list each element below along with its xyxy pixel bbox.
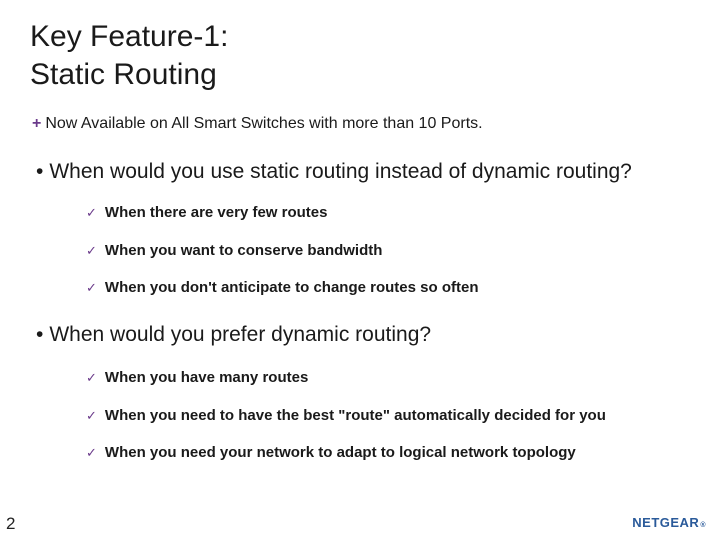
question-1: • When would you use static routing inste… — [36, 159, 690, 185]
check-icon: ✓ — [86, 445, 97, 460]
title-line-2: Static Routing — [30, 58, 217, 91]
check-icon: ✓ — [86, 280, 97, 295]
list-item: ✓ When you want to conserve bandwidth — [86, 241, 690, 261]
list-item-text: When you don't anticipate to change rout… — [105, 279, 479, 296]
availability-line: +Now Available on All Smart Switches wit… — [32, 115, 690, 133]
list-item: ✓ When you don't anticipate to change rou… — [86, 278, 690, 298]
availability-text: Now Available on All Smart Switches with… — [45, 115, 482, 132]
netgear-logo: NETGEAR® — [632, 515, 706, 530]
list-item-text: When there are very few routes — [105, 204, 328, 221]
question-2-text: When would you prefer dynamic routing? — [49, 323, 431, 346]
list-item-text: When you need your network to adapt to l… — [105, 444, 576, 461]
list-item: ✓ When you need your network to adapt to … — [86, 443, 690, 463]
list-item-text: When you have many routes — [105, 369, 308, 386]
slide-title: Key Feature-1: Static Routing — [30, 18, 690, 93]
check-icon: ✓ — [86, 370, 97, 385]
question-1-text: When would you use static routing instea… — [49, 160, 632, 183]
list-item: ✓ When there are very few routes — [86, 203, 690, 223]
list-item-text: When you want to conserve bandwidth — [105, 242, 383, 259]
page-number: 2 — [6, 514, 15, 534]
check-icon: ✓ — [86, 408, 97, 423]
logo-text: NETGEAR — [632, 515, 699, 530]
list-item: ✓ When you need to have the best "route" … — [86, 406, 690, 426]
list-item: ✓ When you have many routes — [86, 368, 690, 388]
bullet-dot-icon: • — [36, 160, 43, 183]
title-line-1: Key Feature-1: — [30, 20, 228, 53]
slide-container: Key Feature-1: Static Routing +Now Avail… — [0, 0, 720, 540]
answer-list-1: ✓ When there are very few routes ✓ When yo… — [86, 203, 690, 298]
question-2: • When would you prefer dynamic routing? — [36, 322, 690, 348]
check-icon: ✓ — [86, 243, 97, 258]
trademark-icon: ® — [700, 522, 706, 529]
plus-icon: + — [32, 115, 41, 132]
list-item-text: When you need to have the best "route" a… — [105, 407, 606, 424]
check-icon: ✓ — [86, 205, 97, 220]
bullet-dot-icon: • — [36, 323, 43, 346]
answer-list-2: ✓ When you have many routes ✓ When you nee… — [86, 368, 690, 463]
